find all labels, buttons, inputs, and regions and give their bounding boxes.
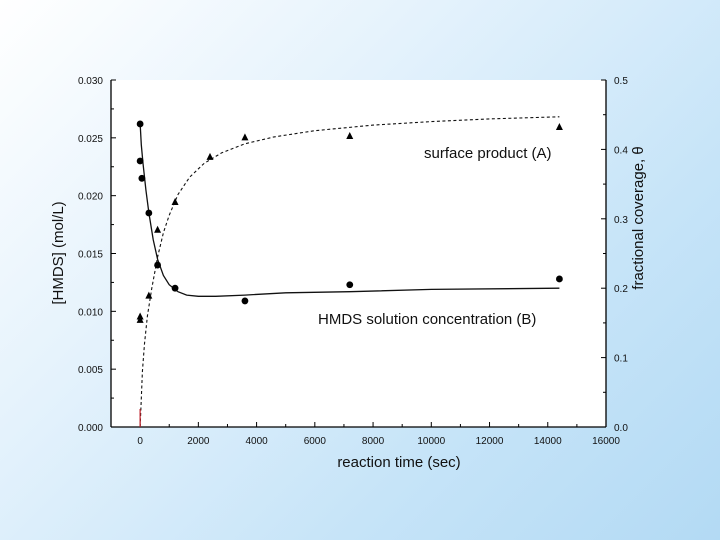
y-left-tick-label: 0.015 — [78, 250, 103, 261]
y-right-tick-label: 0.3 — [614, 215, 628, 226]
data-point-hmds-concentration — [154, 261, 161, 269]
data-point-hmds-concentration — [171, 284, 179, 292]
x-tick-label: 4000 — [245, 436, 268, 447]
axes: 0 2000 4000 6000 8000 10000 12000 14000 16000 0.0… — [78, 76, 628, 447]
data-point-hmds-concentration — [556, 275, 563, 283]
data-markers — [136, 120, 563, 323]
data-point-hmds-concentration — [136, 157, 144, 165]
data-point-hmds-concentration — [346, 281, 354, 289]
y-left-tick-label: 0.000 — [78, 423, 103, 434]
data-point-hmds-concentration — [136, 120, 144, 128]
y-right-axis-title: fractional coverage, θ — [630, 146, 647, 289]
x-tick-label: 6000 — [304, 436, 327, 447]
data-point-hmds-concentration — [138, 174, 146, 182]
y-left-axis-title: [HMDS] (mol/L) — [50, 201, 67, 304]
y-right-tick-label: 0.1 — [614, 354, 628, 365]
y-left-tick-label: 0.025 — [78, 134, 103, 145]
x-tick-label: 10000 — [417, 436, 445, 447]
data-point-surface-product — [136, 315, 144, 323]
y-left-tick-label: 0.010 — [78, 307, 103, 318]
data-point-surface-product — [346, 132, 354, 140]
data-point-surface-product — [206, 152, 214, 160]
y-right-tick-label: 0.0 — [614, 423, 628, 434]
data-point-surface-product — [555, 122, 563, 130]
y-left-tick-label: 0.020 — [78, 192, 103, 203]
fit-curve-surface-product — [139, 116, 560, 428]
x-axis-title: reaction time (sec) — [337, 454, 460, 471]
annotation-surface-product: surface product (A) — [424, 145, 552, 162]
x-tick-label: 2000 — [187, 436, 210, 447]
x-tick-label: 12000 — [476, 436, 504, 447]
data-point-surface-product — [241, 133, 249, 141]
y-right-tick-label: 0.5 — [614, 76, 628, 87]
x-tick-label: 16000 — [592, 436, 620, 447]
data-point-hmds-concentration — [241, 297, 249, 305]
x-tick-label: 0 — [137, 436, 143, 447]
data-point-surface-product — [154, 225, 162, 233]
x-tick-label: 8000 — [362, 436, 385, 447]
y-right-tick-label: 0.2 — [614, 284, 628, 295]
x-tick-label: 14000 — [534, 436, 562, 447]
y-left-tick-label: 0.005 — [78, 365, 103, 376]
data-point-hmds-concentration — [145, 209, 153, 217]
chart-labels: reaction time (sec) [HMDS] (mol/L) fract… — [50, 145, 647, 471]
annotation-hmds-concentration: HMDS solution concentration (B) — [318, 311, 536, 328]
y-right-tick-label: 0.4 — [614, 145, 628, 156]
y-left-tick-label: 0.030 — [78, 76, 103, 87]
plot-area — [111, 80, 606, 427]
data-point-surface-product — [145, 291, 153, 299]
data-point-surface-product — [171, 197, 179, 205]
